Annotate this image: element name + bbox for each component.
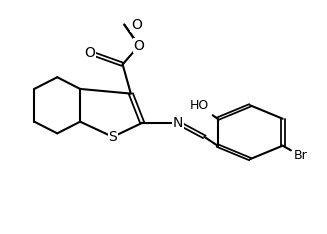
Text: O: O <box>133 39 145 53</box>
Text: N: N <box>173 116 183 130</box>
Text: O: O <box>131 18 142 32</box>
Text: HO: HO <box>190 99 209 112</box>
Text: O: O <box>133 39 145 53</box>
Text: Br: Br <box>294 149 308 161</box>
Text: O: O <box>84 46 95 60</box>
Text: S: S <box>109 130 117 144</box>
